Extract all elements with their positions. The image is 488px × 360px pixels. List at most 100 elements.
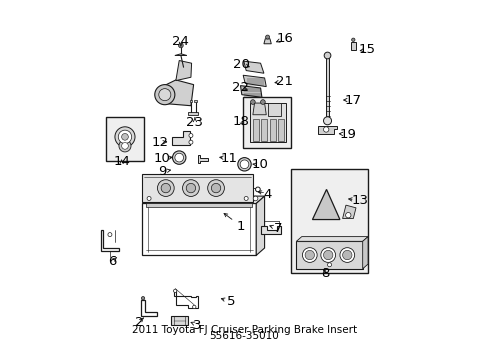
- Circle shape: [108, 233, 112, 237]
- Circle shape: [211, 183, 220, 193]
- Polygon shape: [142, 196, 264, 203]
- Text: 23: 23: [186, 116, 203, 129]
- Circle shape: [351, 38, 354, 41]
- Polygon shape: [244, 61, 264, 73]
- Circle shape: [186, 183, 195, 193]
- Text: 4: 4: [263, 188, 271, 201]
- Circle shape: [244, 197, 248, 201]
- Circle shape: [159, 89, 170, 101]
- Polygon shape: [240, 86, 262, 97]
- Circle shape: [173, 289, 177, 293]
- Circle shape: [122, 134, 128, 140]
- Circle shape: [118, 130, 131, 144]
- Text: 2: 2: [135, 316, 143, 329]
- Circle shape: [188, 134, 193, 138]
- Circle shape: [115, 127, 135, 147]
- Text: 7: 7: [273, 222, 282, 235]
- Circle shape: [155, 85, 175, 105]
- Text: 21: 21: [275, 75, 292, 88]
- Polygon shape: [312, 189, 339, 220]
- Circle shape: [182, 180, 199, 197]
- Bar: [188, 112, 198, 115]
- Circle shape: [175, 153, 183, 162]
- Circle shape: [240, 160, 248, 168]
- Bar: [243, 97, 291, 148]
- Polygon shape: [325, 57, 328, 119]
- Bar: [350, 42, 355, 50]
- Text: 3: 3: [193, 319, 202, 332]
- Circle shape: [122, 143, 128, 149]
- Polygon shape: [171, 131, 189, 145]
- Polygon shape: [318, 126, 336, 134]
- Text: 20: 20: [233, 58, 250, 71]
- Bar: [189, 100, 192, 102]
- Circle shape: [178, 43, 183, 48]
- Circle shape: [147, 197, 151, 201]
- Circle shape: [339, 248, 354, 262]
- Text: 10: 10: [251, 158, 267, 171]
- Polygon shape: [174, 290, 198, 308]
- Text: 10: 10: [154, 152, 171, 165]
- Polygon shape: [264, 39, 271, 44]
- Polygon shape: [176, 60, 191, 81]
- Text: 18: 18: [232, 115, 249, 128]
- Text: 1: 1: [236, 220, 245, 233]
- Polygon shape: [101, 230, 119, 251]
- Polygon shape: [267, 103, 281, 116]
- Text: 5: 5: [226, 295, 235, 308]
- Polygon shape: [260, 226, 281, 234]
- Bar: [249, 103, 286, 141]
- Text: 9: 9: [158, 165, 166, 178]
- Text: 6: 6: [108, 255, 116, 268]
- Polygon shape: [256, 196, 264, 255]
- Polygon shape: [243, 75, 266, 87]
- Circle shape: [207, 180, 224, 197]
- Text: 24: 24: [172, 35, 189, 48]
- Polygon shape: [175, 54, 186, 55]
- Polygon shape: [252, 103, 266, 115]
- Text: 55616-35010: 55616-35010: [209, 331, 279, 341]
- Bar: [194, 100, 197, 102]
- Text: 15: 15: [358, 43, 374, 56]
- Text: 12: 12: [151, 136, 168, 149]
- Bar: [105, 117, 144, 161]
- Text: 19: 19: [339, 128, 355, 141]
- Bar: [252, 119, 258, 141]
- Bar: [146, 203, 252, 207]
- Circle shape: [237, 158, 251, 171]
- Bar: [142, 203, 256, 255]
- Polygon shape: [342, 205, 355, 219]
- Circle shape: [327, 263, 331, 267]
- Circle shape: [253, 196, 257, 201]
- Circle shape: [255, 187, 260, 192]
- Text: 17: 17: [344, 94, 361, 107]
- Polygon shape: [141, 300, 157, 316]
- Text: 22: 22: [231, 81, 248, 94]
- Circle shape: [260, 100, 264, 104]
- Polygon shape: [161, 80, 193, 106]
- Polygon shape: [362, 237, 367, 269]
- Circle shape: [119, 140, 131, 152]
- Circle shape: [323, 127, 328, 132]
- Circle shape: [188, 140, 193, 144]
- Bar: [277, 119, 284, 141]
- Circle shape: [324, 52, 330, 59]
- Circle shape: [250, 100, 255, 104]
- Circle shape: [265, 35, 269, 39]
- Bar: [261, 119, 267, 141]
- Bar: [269, 119, 275, 141]
- Circle shape: [345, 212, 350, 218]
- Circle shape: [323, 250, 332, 260]
- Circle shape: [157, 180, 174, 197]
- Circle shape: [141, 297, 144, 300]
- Circle shape: [192, 305, 196, 309]
- Text: 14: 14: [113, 155, 130, 168]
- Text: 16: 16: [276, 32, 292, 45]
- Bar: [291, 169, 367, 273]
- Circle shape: [302, 248, 317, 262]
- Circle shape: [320, 248, 335, 262]
- Circle shape: [172, 151, 185, 164]
- Bar: [142, 174, 252, 202]
- Circle shape: [161, 183, 170, 193]
- Circle shape: [342, 250, 351, 260]
